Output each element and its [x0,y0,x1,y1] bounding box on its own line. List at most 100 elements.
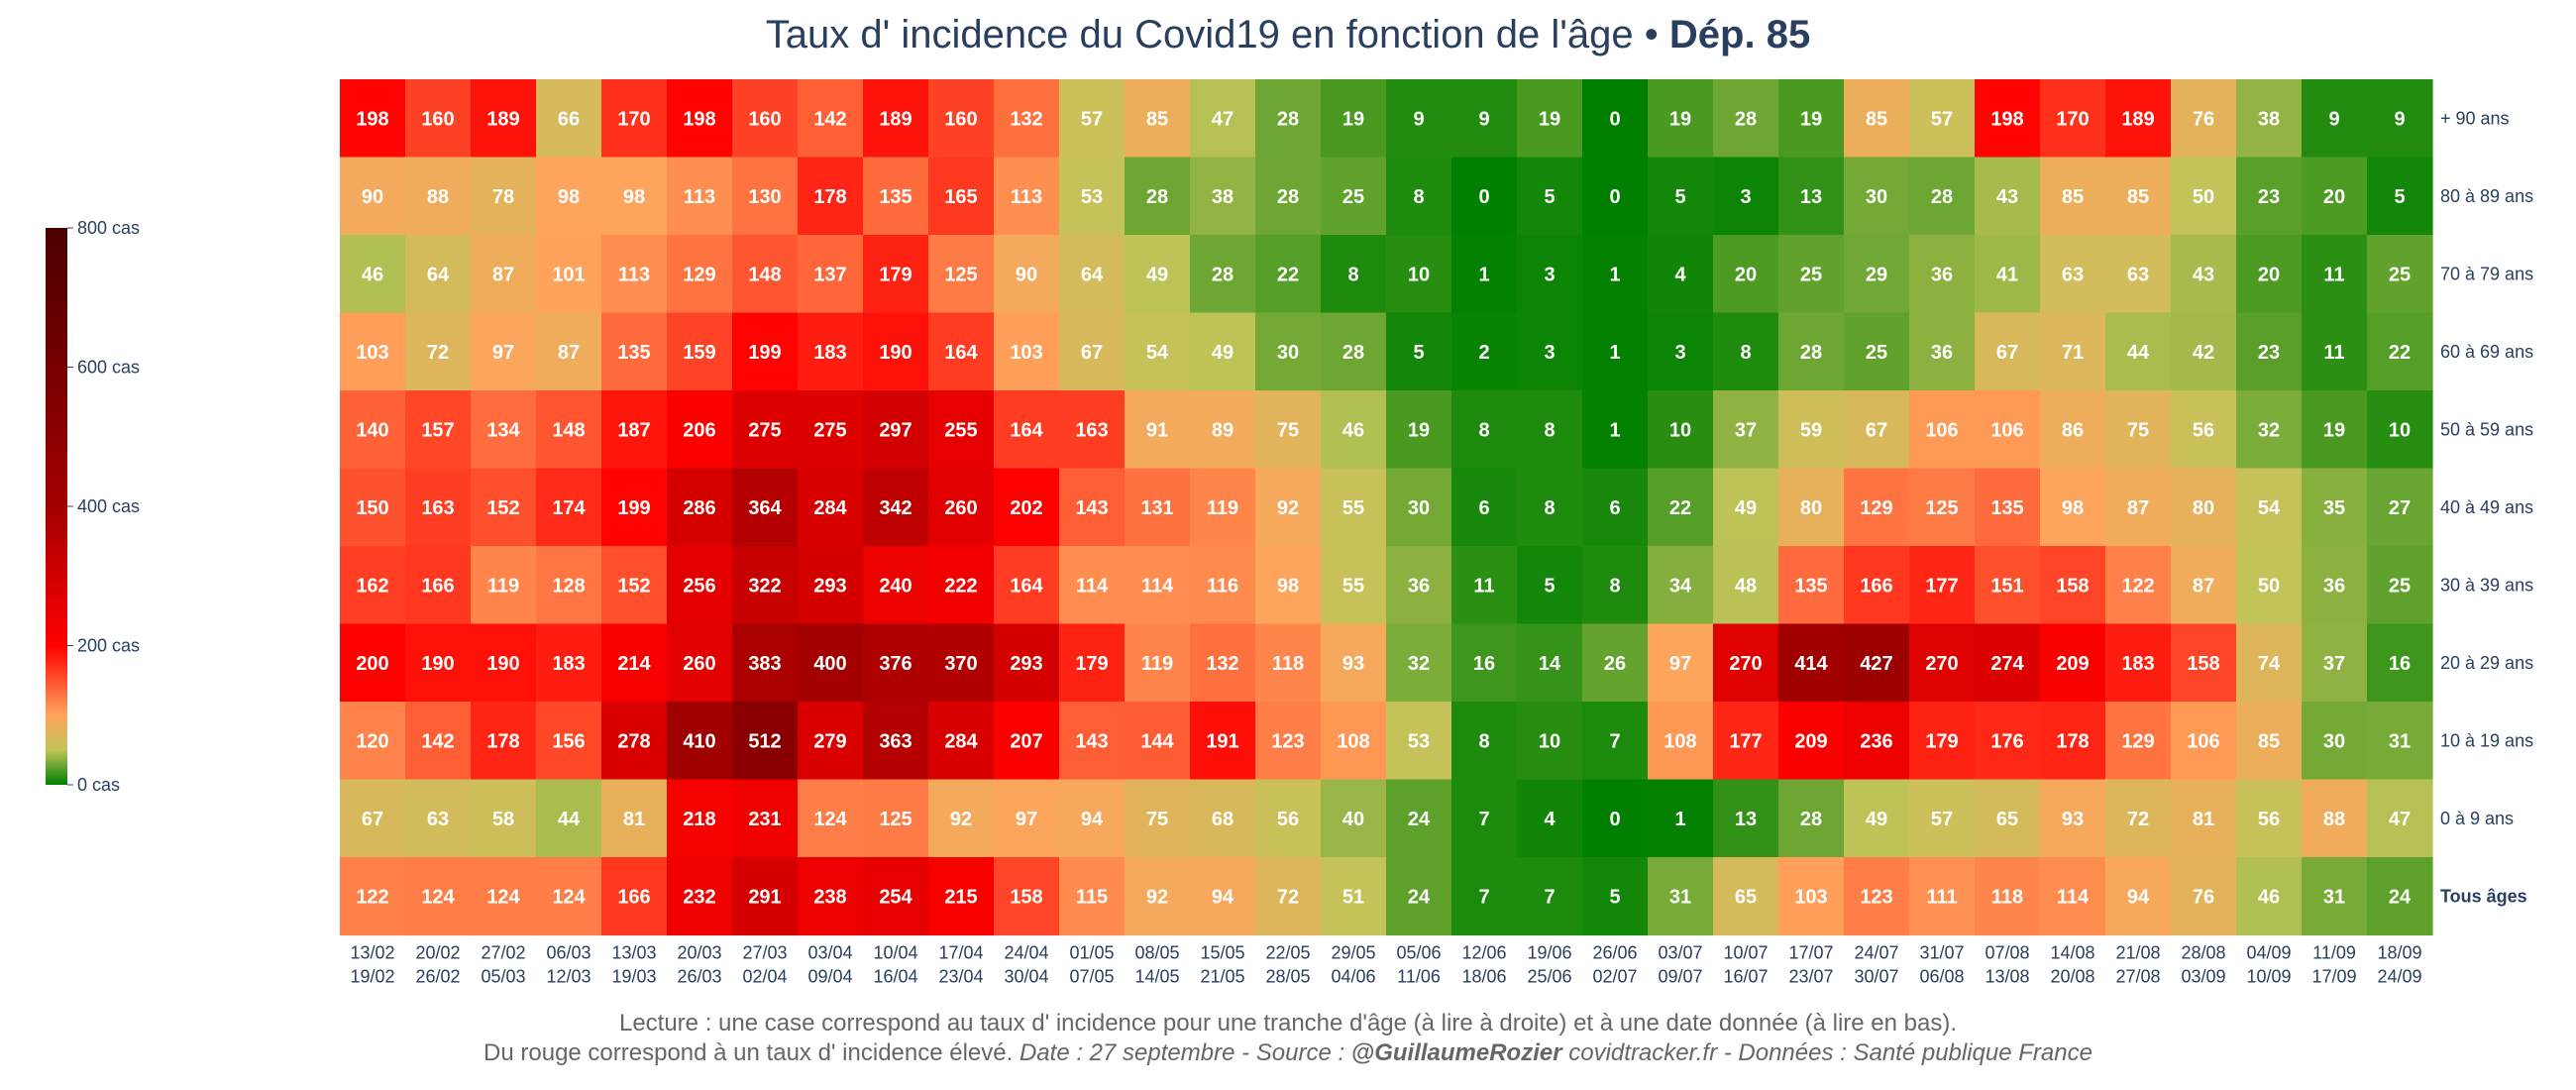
heatmap-cell [863,79,929,159]
cell-value: 178 [2056,730,2089,752]
row-label: 10 à 19 ans [2440,730,2533,750]
column-label-end: 23/07 [1788,967,1833,987]
cell-value: 98 [623,186,645,208]
heatmap-cell [2302,546,2368,625]
heatmap-cell [1975,546,2041,625]
heatmap-cell [2236,468,2303,547]
cell-value: 231 [748,809,781,830]
cell-value: 24 [2389,886,2412,908]
cell-value: 179 [1075,653,1108,675]
cell-value: 156 [552,730,585,752]
column-label-start: 24/04 [1004,943,1048,963]
cell-value: 63 [2127,264,2149,285]
heatmap-cell [2040,623,2106,703]
heatmap-cell [928,468,995,547]
cell-value: 0 [1609,108,1620,130]
heatmap-cell [601,779,668,858]
heatmap-cell [2105,235,2172,314]
heatmap-cell [1713,468,1779,547]
column-label-end: 16/07 [1723,967,1768,987]
cell-value: 47 [1212,108,1234,130]
column-label-end: 19/03 [611,967,656,987]
heatmap-cell [2367,390,2433,470]
heatmap-cell [2302,857,2368,936]
heatmap-cell [2040,390,2106,470]
heatmap-cell [1190,157,1256,236]
heatmap-cell [798,235,864,314]
cell-value: 48 [1735,575,1757,597]
column-label-end: 02/07 [1592,967,1637,987]
cell-value: 512 [748,730,781,752]
heatmap-cell [1909,79,1976,159]
heatmap-cell [2171,235,2237,314]
heatmap-cell [1386,468,1452,547]
heatmap-cell [471,546,537,625]
cell-value: 30 [1866,186,1887,208]
heatmap-cell [732,235,799,314]
heatmap-cell [928,157,995,236]
cell-value: 202 [1010,497,1042,519]
cell-value: 124 [813,809,847,830]
column-label-start: 12/06 [1461,943,1506,963]
cell-value: 198 [683,108,715,130]
heatmap-cell [1517,857,1583,936]
cell-value: 56 [2193,419,2214,441]
cell-value: 209 [2056,653,2089,675]
cell-value: 190 [486,653,519,675]
heatmap-cell [2302,312,2368,391]
column-label-start: 29/05 [1331,943,1375,963]
heatmap-cell [732,157,799,236]
cell-value: 26 [1604,653,1626,675]
cell-value: 119 [487,575,519,597]
cell-value: 114 [1076,575,1109,597]
cell-value: 94 [1081,809,1104,830]
cell-value: 178 [813,186,846,208]
cell-value: 11 [2323,342,2344,364]
heatmap-cell [732,312,799,391]
heatmap-cell [1190,546,1256,625]
footer-note: Du rouge correspond à un taux d' inciden… [483,1039,1020,1066]
cell-value: 8 [1544,497,1555,519]
cell-value: 25 [1342,186,1364,208]
cell-value: 28 [1800,342,1822,364]
heatmap-cell [1909,235,1976,314]
cell-value: 119 [1207,497,1238,519]
column-label-start: 13/02 [350,943,394,963]
cell-value: 108 [1664,730,1696,752]
cell-value: 30 [1408,497,1430,519]
heatmap-cell [340,235,406,314]
heatmap-cell [1909,157,1976,236]
colorbar-tick-label: 600 cas [77,358,140,378]
heatmap-cell [863,157,929,236]
cell-value: 75 [1146,809,1168,830]
column-label-start: 03/07 [1658,943,1702,963]
cell-value: 113 [618,264,650,285]
heatmap-cell [1321,468,1387,547]
cell-value: 78 [492,186,514,208]
row-label: 70 à 79 ans [2440,264,2533,283]
cell-value: 275 [748,419,781,441]
colorbar-tick-label: 0 cas [77,775,120,795]
heatmap-cell [340,468,406,547]
heatmap-cell [2236,702,2303,781]
cell-value: 67 [362,809,383,830]
heatmap-cell [2171,546,2237,625]
cell-value: 106 [2187,730,2219,752]
cell-value: 31 [2389,730,2411,752]
cell-value: 114 [1141,575,1174,597]
heatmap-cell [928,702,995,781]
column-label-start: 18/09 [2377,943,2421,963]
cell-value: 71 [2062,342,2084,364]
heatmap-cell [1517,546,1583,625]
cell-value: 42 [2193,342,2214,364]
cell-value: 74 [2258,653,2281,675]
heatmap-cell [667,702,733,781]
cell-value: 1 [1609,419,1620,441]
cell-value: 97 [492,342,514,364]
cell-value: 1 [1674,809,1685,830]
heatmap-cell [1190,235,1256,314]
heatmap-cell [2105,546,2172,625]
heatmap-cell [994,235,1060,314]
cell-value: 162 [356,575,388,597]
cell-value: 103 [1010,342,1042,364]
